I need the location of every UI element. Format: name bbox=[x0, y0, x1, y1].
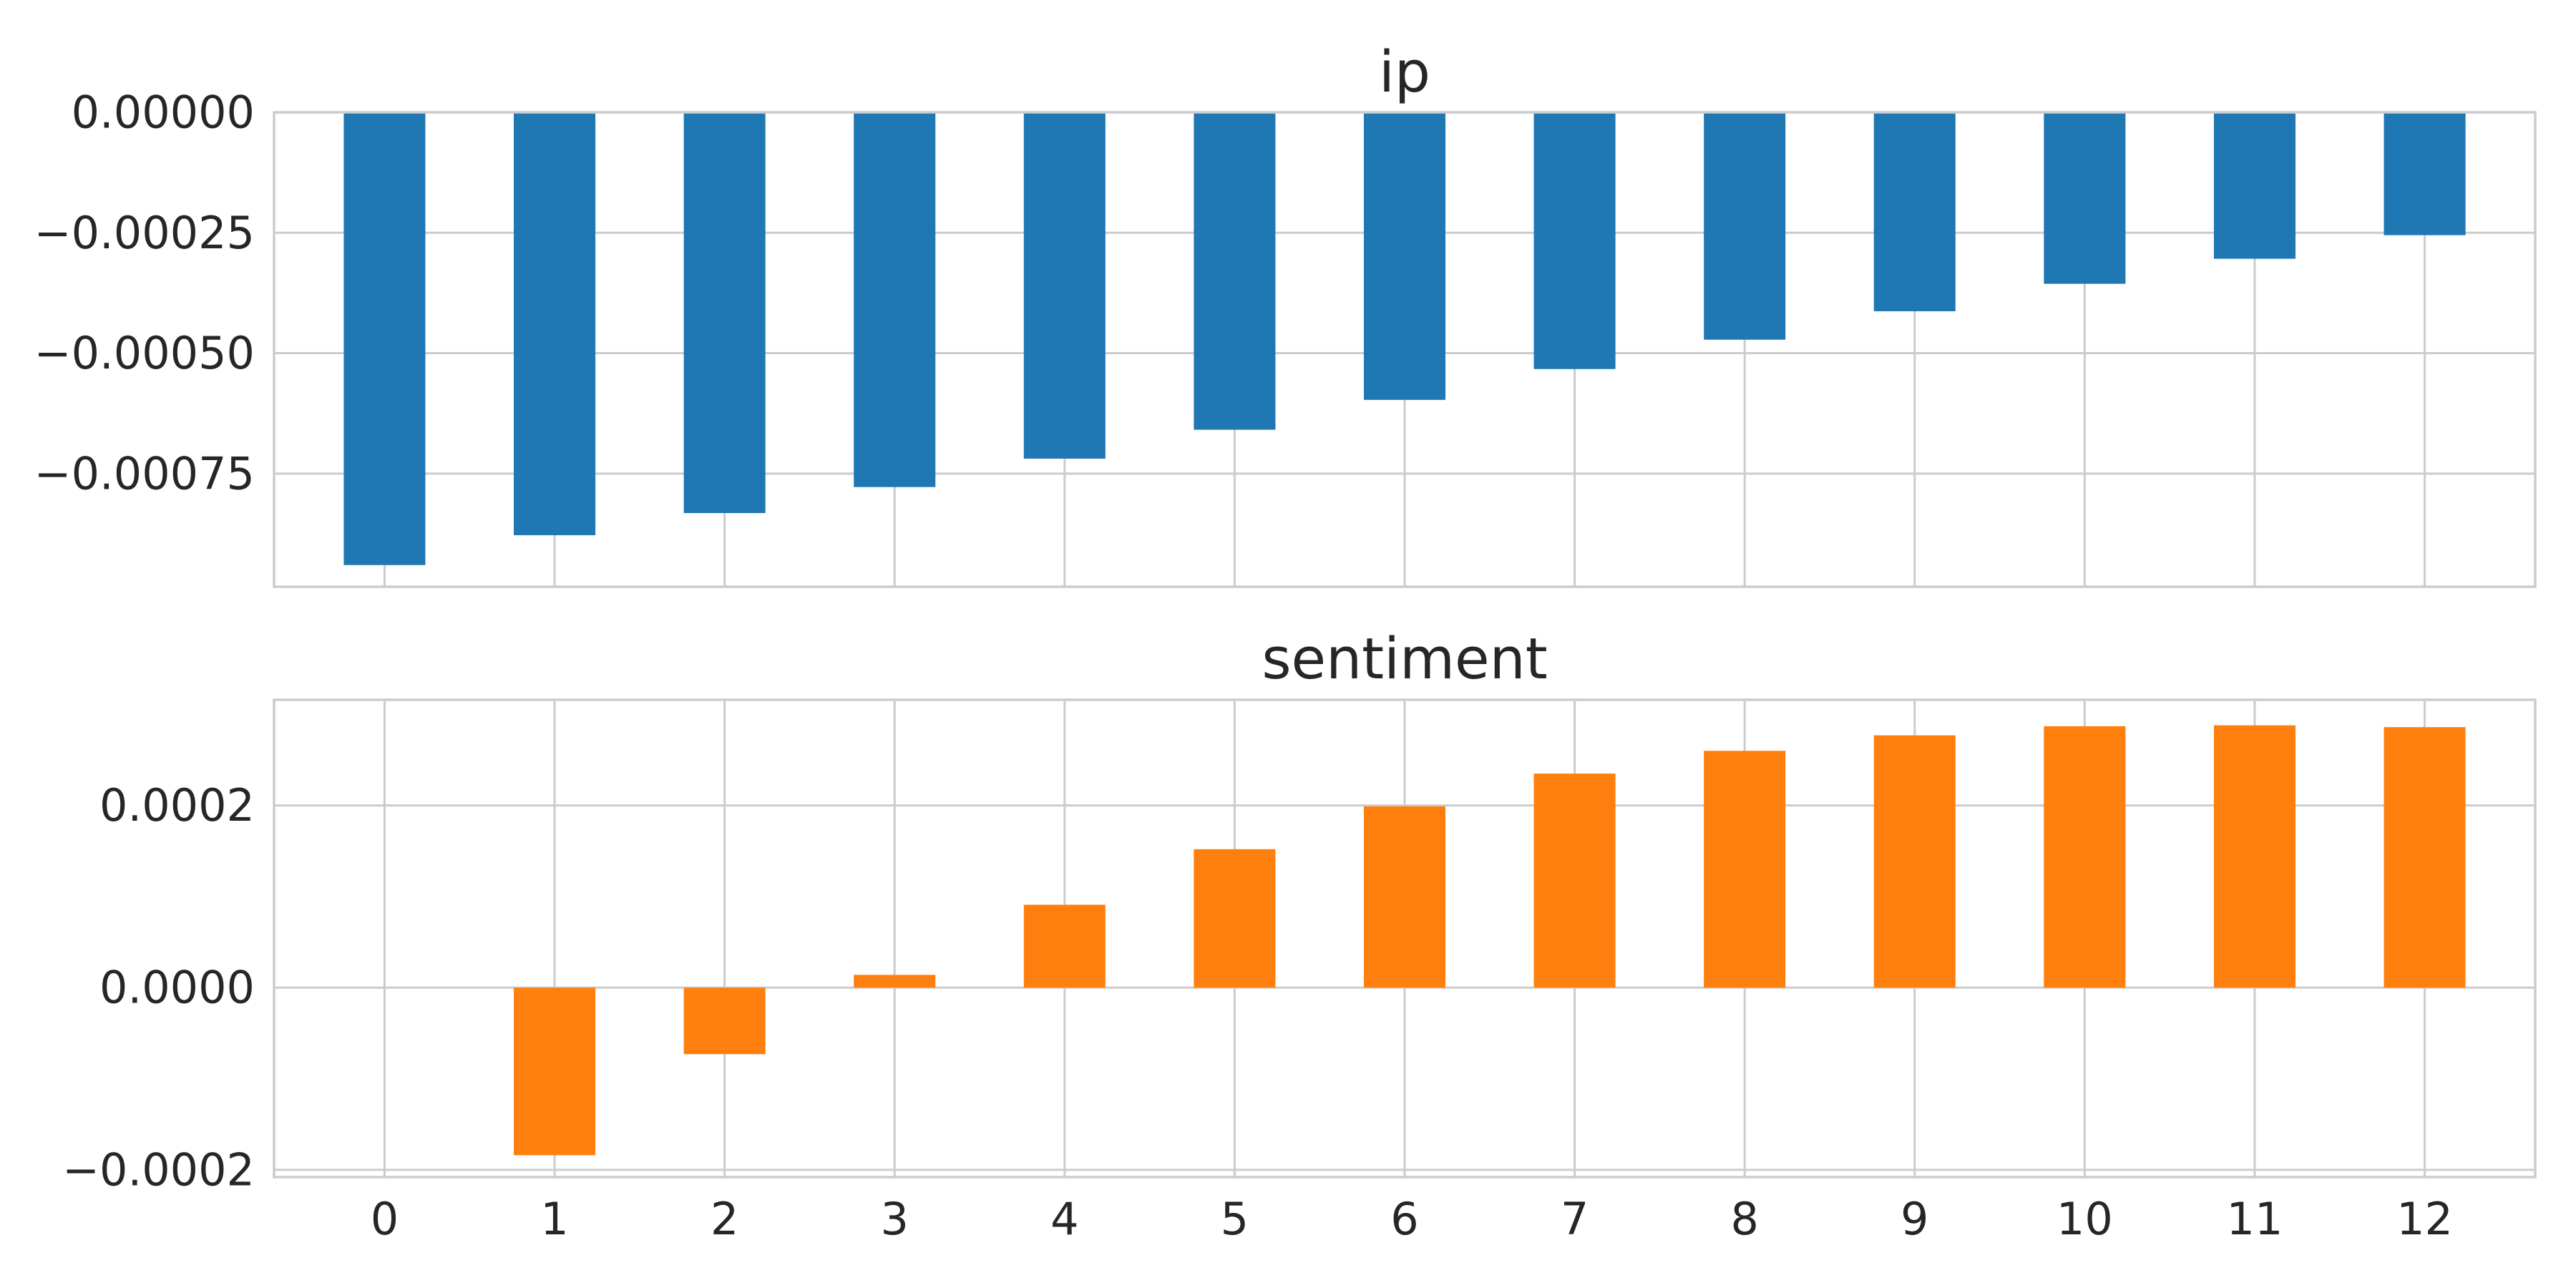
x-tick-label: 9 bbox=[1901, 1193, 1928, 1245]
panel-ip: 0.00000 −0.00025 −0.00050 −0.00075 ip bbox=[34, 39, 2537, 588]
bar-sentiment-3 bbox=[854, 975, 936, 988]
y-tick-label: −0.00050 bbox=[34, 327, 255, 379]
x-tick-label: 4 bbox=[1050, 1193, 1078, 1245]
sentiment-yticks: 0.0002 0.0000 −0.0002 bbox=[62, 779, 255, 1196]
bar-sentiment-5 bbox=[1194, 849, 1276, 988]
bar-sentiment-1 bbox=[514, 987, 596, 1156]
bar-ip-11 bbox=[2213, 112, 2296, 259]
bar-ip-2 bbox=[683, 112, 766, 514]
x-tick-label: 0 bbox=[371, 1193, 399, 1245]
x-tick-label: 7 bbox=[1561, 1193, 1589, 1245]
bar-sentiment-4 bbox=[1023, 904, 1106, 988]
x-tick-label: 11 bbox=[2227, 1193, 2283, 1245]
x-tick-label: 5 bbox=[1221, 1193, 1249, 1245]
bar-sentiment-7 bbox=[1533, 774, 1616, 988]
bar-ip-12 bbox=[2384, 112, 2466, 235]
bar-ip-10 bbox=[2044, 112, 2126, 284]
bar-sentiment-12 bbox=[2384, 727, 2466, 988]
sentiment-bars bbox=[343, 725, 2466, 1156]
ip-yticks: 0.00000 −0.00025 −0.00050 −0.00075 bbox=[34, 87, 255, 500]
bar-sentiment-9 bbox=[1873, 735, 1956, 988]
bar-ip-0 bbox=[343, 112, 426, 565]
bar-sentiment-11 bbox=[2213, 725, 2296, 988]
bar-sentiment-10 bbox=[2044, 726, 2126, 988]
bar-sentiment-2 bbox=[683, 987, 766, 1055]
ip-frame bbox=[273, 111, 2537, 588]
x-tick-label: 1 bbox=[540, 1193, 568, 1245]
bar-ip-6 bbox=[1363, 112, 1446, 400]
sentiment-frame bbox=[273, 698, 2537, 1179]
bar-ip-4 bbox=[1023, 112, 1106, 459]
y-tick-label: −0.00025 bbox=[34, 207, 255, 259]
bar-sentiment-6 bbox=[1363, 806, 1446, 988]
x-tick-label: 12 bbox=[2396, 1193, 2453, 1245]
bar-ip-9 bbox=[1873, 112, 1956, 311]
sentiment-title: sentiment bbox=[1262, 626, 1547, 692]
x-tick-label: 3 bbox=[880, 1193, 908, 1245]
bar-sentiment-8 bbox=[1704, 751, 1786, 988]
bar-ip-3 bbox=[854, 112, 936, 487]
y-tick-label: −0.0002 bbox=[62, 1143, 255, 1196]
x-tick-label: 10 bbox=[2057, 1193, 2113, 1245]
bar-ip-8 bbox=[1704, 112, 1786, 340]
y-tick-label: 0.0002 bbox=[99, 779, 255, 831]
y-tick-label: −0.00075 bbox=[34, 447, 255, 499]
y-tick-label: 0.0000 bbox=[99, 962, 255, 1014]
bar-ip-1 bbox=[514, 112, 596, 535]
sentiment-xticks: 0 1 2 3 4 5 6 7 8 9 10 11 12 bbox=[371, 1193, 2453, 1245]
ip-bars bbox=[343, 112, 2466, 565]
ip-title: ip bbox=[1379, 39, 1430, 105]
x-tick-label: 2 bbox=[711, 1193, 738, 1245]
x-tick-label: 8 bbox=[1730, 1193, 1758, 1245]
x-tick-label: 6 bbox=[1390, 1193, 1418, 1245]
bar-ip-7 bbox=[1533, 112, 1616, 369]
bar-ip-5 bbox=[1194, 112, 1276, 430]
y-tick-label: 0.00000 bbox=[72, 87, 255, 139]
